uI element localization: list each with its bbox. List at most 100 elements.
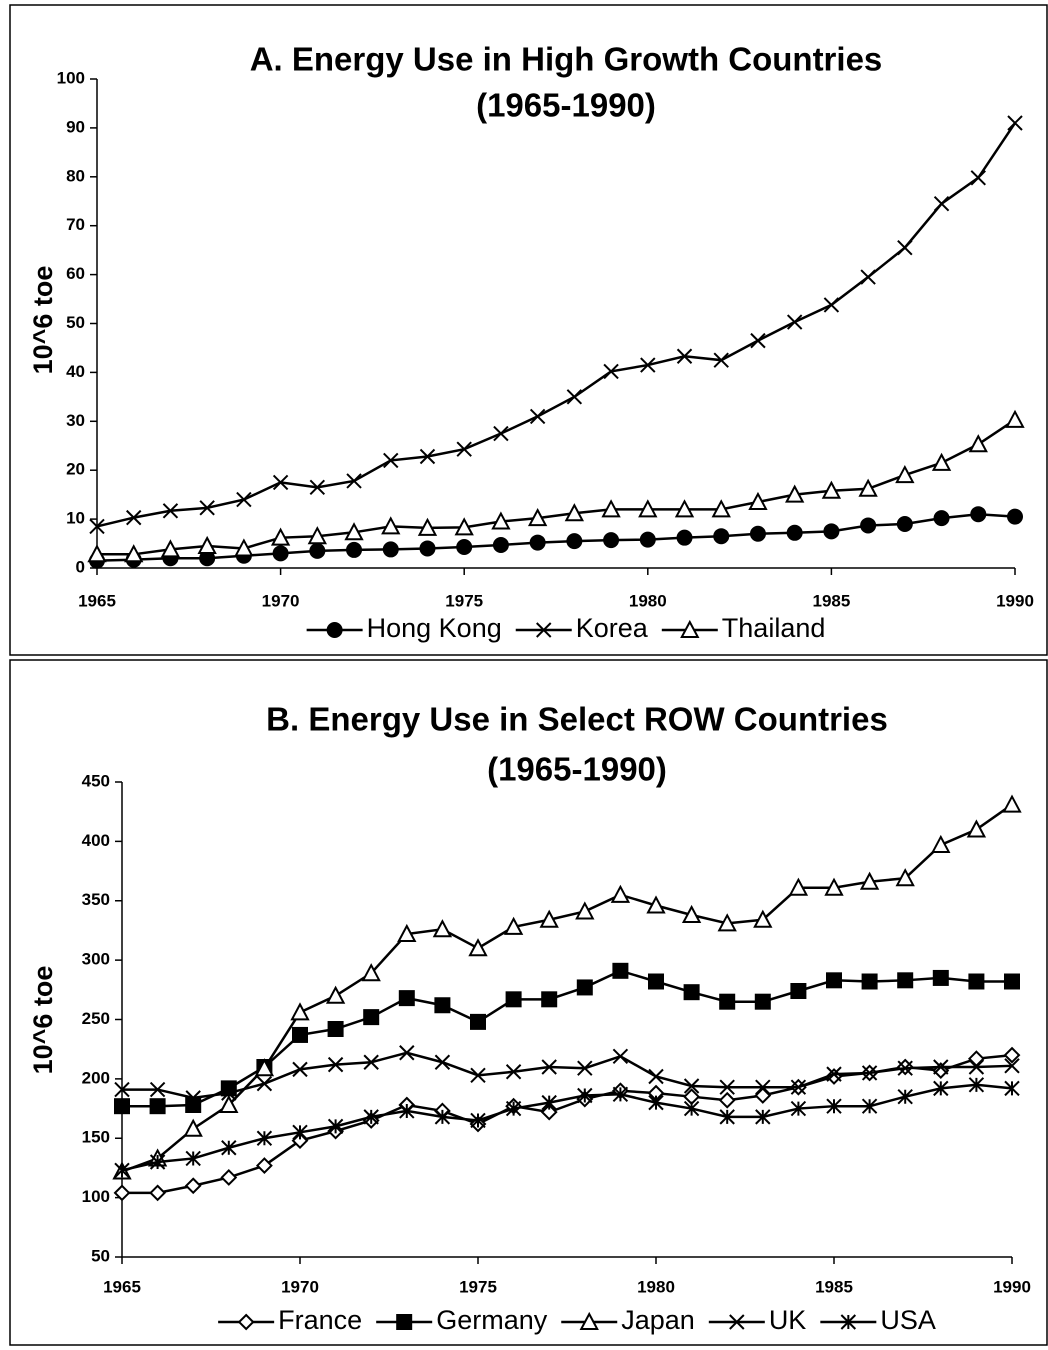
marker xyxy=(256,1130,273,1146)
marker xyxy=(160,539,181,558)
marker xyxy=(493,425,509,442)
marker xyxy=(638,499,658,518)
series-line xyxy=(97,418,1016,556)
marker xyxy=(895,464,915,484)
panel-a-frame xyxy=(9,4,1048,656)
marker xyxy=(346,541,363,558)
marker xyxy=(826,1066,842,1082)
y-tick-label: 50 xyxy=(91,1246,110,1265)
series-line xyxy=(96,122,1017,528)
marker xyxy=(456,441,472,457)
marker xyxy=(505,1100,522,1117)
marker xyxy=(646,895,666,914)
series-line xyxy=(121,803,1013,1173)
y-tick-label: 50 xyxy=(66,313,85,332)
marker xyxy=(748,491,768,510)
marker xyxy=(577,1087,593,1104)
legend-marker xyxy=(536,622,552,638)
marker xyxy=(254,1058,275,1077)
marker xyxy=(236,491,252,508)
marker xyxy=(1007,508,1023,525)
legend-label: Japan xyxy=(621,1305,695,1335)
marker xyxy=(114,1081,130,1098)
marker xyxy=(272,474,289,491)
marker xyxy=(505,991,522,1008)
x-tick-label: 1985 xyxy=(815,1277,853,1296)
marker xyxy=(897,239,913,256)
marker xyxy=(824,877,844,896)
marker xyxy=(933,1080,949,1097)
marker xyxy=(861,973,878,990)
x-tick-label: 1970 xyxy=(281,1277,319,1296)
series-line xyxy=(96,512,1016,562)
marker xyxy=(456,538,473,555)
legend-label: Germany xyxy=(436,1305,548,1335)
marker xyxy=(529,534,546,551)
marker xyxy=(968,973,985,990)
y-axis-label: 10^6 toe xyxy=(28,266,58,375)
marker xyxy=(603,363,619,380)
marker xyxy=(149,1154,166,1170)
marker xyxy=(683,1100,700,1117)
marker xyxy=(823,523,840,540)
marker xyxy=(755,1079,771,1095)
marker xyxy=(861,1098,878,1114)
marker xyxy=(786,314,803,330)
marker xyxy=(361,963,381,982)
marker xyxy=(327,1118,344,1135)
marker xyxy=(541,1059,557,1075)
marker xyxy=(491,511,511,530)
marker xyxy=(577,1060,593,1076)
x-tick-label: 1980 xyxy=(629,591,667,610)
marker xyxy=(711,499,731,518)
marker xyxy=(860,517,877,534)
marker xyxy=(381,516,401,535)
panel-b-frame xyxy=(9,659,1048,1346)
marker xyxy=(640,357,656,373)
marker xyxy=(895,868,915,887)
marker xyxy=(566,389,583,405)
marker xyxy=(896,515,913,532)
x-tick-label: 1970 xyxy=(262,591,300,610)
marker xyxy=(325,985,346,1004)
marker xyxy=(382,541,399,558)
chart-subtitle: (1965-1990) xyxy=(476,87,656,124)
y-tick-label: 100 xyxy=(82,1187,110,1206)
marker xyxy=(968,1059,985,1075)
marker xyxy=(272,545,289,562)
marker xyxy=(149,1081,166,1098)
marker xyxy=(114,1098,130,1115)
marker xyxy=(292,1124,308,1141)
marker xyxy=(470,1013,486,1030)
series-line xyxy=(121,1083,1013,1172)
marker xyxy=(292,1026,308,1043)
marker xyxy=(149,1098,166,1115)
marker xyxy=(683,1078,700,1094)
marker xyxy=(419,448,436,465)
marker xyxy=(821,480,842,499)
marker xyxy=(417,517,438,536)
marker xyxy=(968,434,988,453)
marker xyxy=(183,1118,203,1137)
x-tick-label: 1980 xyxy=(637,1277,675,1296)
legend: France Germany Japan UK USA xyxy=(218,1305,936,1335)
marker xyxy=(754,1087,772,1104)
marker xyxy=(823,297,840,313)
marker xyxy=(434,1109,451,1125)
legend: Hong Kong Korea Thailand xyxy=(306,613,825,643)
marker xyxy=(363,1109,379,1125)
marker xyxy=(363,1054,379,1070)
marker xyxy=(931,452,952,471)
marker xyxy=(610,884,631,903)
marker xyxy=(755,1109,771,1125)
x-tick-label: 1990 xyxy=(996,591,1034,610)
marker xyxy=(1003,1046,1021,1064)
marker xyxy=(713,528,730,545)
marker xyxy=(648,1094,664,1111)
marker xyxy=(564,503,585,522)
marker xyxy=(126,509,142,526)
marker xyxy=(932,969,949,986)
y-tick-label: 150 xyxy=(82,1128,110,1147)
marker xyxy=(434,997,451,1014)
marker xyxy=(221,1085,237,1101)
